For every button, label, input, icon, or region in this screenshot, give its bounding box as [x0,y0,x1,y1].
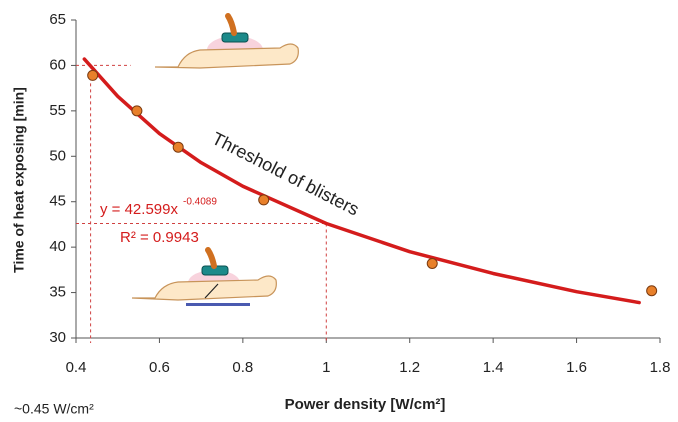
x-tick-label: 0.4 [66,359,87,376]
y-tick-label: 40 [49,238,66,255]
y-axis-label: Time of heat exposing [min] [11,87,27,273]
y-tick-label: 50 [49,147,66,164]
y-tick-label: 35 [49,284,66,301]
x-axis-label: Power density [W/cm²] [285,396,446,413]
data-point [426,257,438,269]
x-tick-label: 1.6 [566,359,587,376]
y-tick-label: 45 [49,193,66,210]
x-tick-label: 0.6 [149,359,170,376]
patient-illustration [131,247,277,306]
data-point [172,141,184,153]
x-tick-label: 1 [322,359,330,376]
trendline [82,57,641,305]
x-tick-label: 1.8 [650,359,671,376]
data-point [131,105,143,117]
patient-illustration [154,13,299,69]
data-point [258,194,270,206]
x-tick-label: 1.4 [483,359,504,376]
y-tick-label: 60 [49,56,66,73]
r-squared: R² = 0.9943 [120,229,199,246]
y-tick-label: 30 [49,329,66,346]
data-point [87,69,99,81]
note: ~0.45 W/cm² [14,401,94,417]
x-tick-label: 1.2 [399,359,420,376]
data-point [646,285,658,297]
equation-exponent: -0.4089 [183,197,217,208]
equation: y = 42.599x [100,201,178,218]
x-tick-label: 0.8 [232,359,253,376]
y-tick-label: 65 [49,11,66,28]
y-tick-label: 55 [49,102,66,119]
